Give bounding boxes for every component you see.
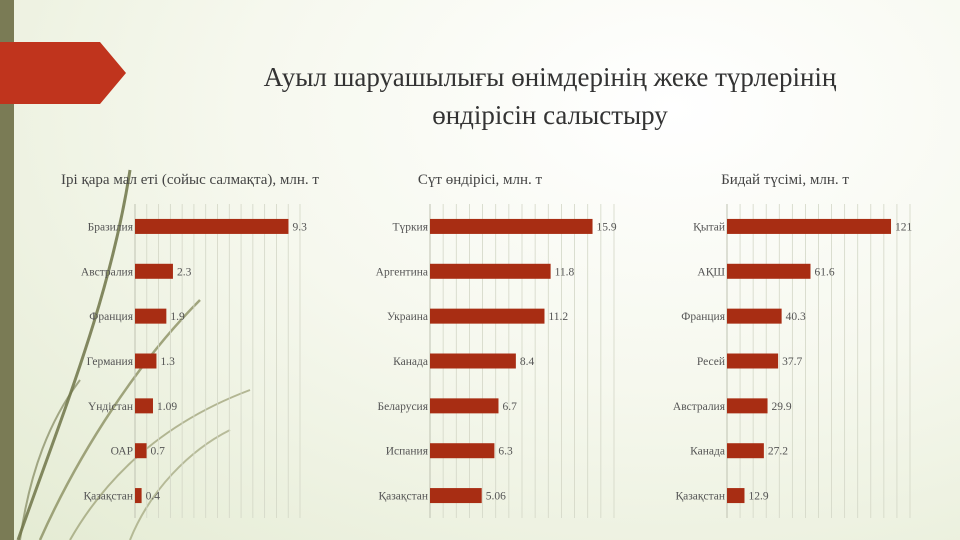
value-label: 15.9: [597, 221, 617, 233]
category-label: АҚШ: [697, 266, 725, 278]
bar: [727, 398, 768, 414]
chart-title: Сүт өндірісі, млн. т: [418, 172, 543, 188]
value-label: 27.2: [768, 446, 788, 458]
bar: [430, 443, 495, 459]
bar: [135, 263, 173, 279]
category-label: Франция: [89, 311, 133, 323]
value-label: 40.3: [786, 311, 806, 323]
value-label: 12.9: [748, 491, 768, 503]
category-label: Түркия: [392, 221, 428, 233]
value-label: 11.8: [555, 266, 575, 278]
category-label: Австралия: [81, 266, 134, 278]
category-label: Қазақстан: [83, 491, 133, 503]
slide-title: Ауыл шаруашылығы өнімдерінің жеке түрлер…: [200, 58, 900, 134]
value-label: 121: [895, 221, 913, 233]
bar: [135, 353, 157, 369]
bar: [727, 488, 745, 504]
bar: [135, 398, 153, 414]
category-label: Беларусия: [378, 401, 429, 413]
bar: [430, 353, 516, 369]
value-label: 11.2: [548, 311, 568, 323]
category-label: Канада: [690, 446, 725, 458]
bar: [727, 218, 892, 234]
value-label: 29.9: [772, 401, 792, 413]
bar: [430, 218, 593, 234]
category-label: Канада: [393, 356, 428, 368]
bar: [430, 308, 545, 324]
value-label: 1.3: [160, 356, 175, 368]
category-label: Австралия: [673, 401, 726, 413]
bar: [430, 263, 551, 279]
value-label: 5.06: [486, 491, 506, 503]
bar: [727, 263, 811, 279]
category-label: ОАР: [111, 446, 133, 458]
value-label: 6.3: [498, 446, 513, 458]
value-label: 8.4: [520, 356, 535, 368]
category-label: Германия: [87, 356, 134, 368]
value-label: 6.7: [502, 401, 517, 413]
title-accent-arrow: [0, 42, 126, 104]
category-label: Қазақстан: [675, 491, 725, 503]
value-label: 37.7: [782, 356, 802, 368]
value-label: 2.3: [177, 266, 192, 278]
bar: [135, 443, 147, 459]
category-label: Үндістан: [88, 401, 133, 413]
category-label: Франция: [681, 311, 725, 323]
bar: [135, 308, 167, 324]
bar: [430, 488, 482, 504]
category-label: Қытай: [693, 221, 725, 233]
chart-title: Ірі қара мал еті (сойыс салмақта), млн. …: [61, 172, 319, 188]
value-label: 1.09: [157, 401, 177, 413]
category-label: Қазақстан: [378, 491, 428, 503]
category-label: Ресей: [697, 356, 725, 368]
category-label: Украина: [387, 311, 428, 323]
category-label: Аргентина: [376, 266, 428, 278]
value-label: 0.4: [146, 491, 161, 503]
bar: [430, 398, 499, 414]
chart-3: Бидай түсімі, млн. т Қытай 121 АҚШ 61.6 Франц…: [673, 172, 913, 518]
value-label: 9.3: [292, 221, 307, 233]
category-label: Бразилия: [88, 221, 134, 233]
value-label: 0.7: [151, 446, 166, 458]
chart-1: Ірі қара мал еті (сойыс салмақта), млн. …: [61, 172, 319, 518]
value-label: 1.9: [170, 311, 185, 323]
bar: [727, 443, 764, 459]
chart-2: Сүт өндірісі, млн. т Түркия 15.9 Аргентина 1…: [376, 172, 617, 518]
category-label: Испания: [386, 446, 429, 458]
slide-title-line2: өндірісін салыстыру: [432, 100, 668, 130]
bar: [727, 353, 779, 369]
bar: [135, 218, 289, 234]
value-label: 61.6: [815, 266, 835, 278]
gridlines: [134, 204, 301, 518]
left-stripe: [0, 0, 14, 540]
slide-title-line1: Ауыл шаруашылығы өнімдерінің жеке түрлер…: [263, 62, 837, 92]
bar: [135, 488, 142, 504]
chart-title: Бидай түсімі, млн. т: [721, 172, 849, 188]
bar: [727, 308, 782, 324]
